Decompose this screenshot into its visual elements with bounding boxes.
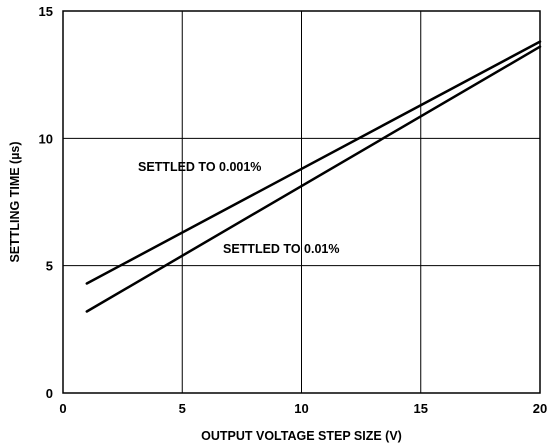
x-tick-label: 10 — [294, 401, 308, 416]
series-label-settled-0-001: SETTLED TO 0.001% — [138, 160, 261, 174]
y-tick-label: 5 — [46, 259, 53, 274]
series-line-1 — [85, 45, 542, 313]
y-axis-title: SETTLING TIME (µs) — [8, 141, 22, 262]
x-tick-label: 15 — [414, 401, 428, 416]
y-tick-labels: 0 5 10 15 — [39, 4, 53, 401]
y-tick-label: 15 — [39, 4, 53, 19]
x-axis-title: OUTPUT VOLTAGE STEP SIZE (V) — [201, 429, 402, 443]
x-tick-label: 20 — [533, 401, 547, 416]
x-tick-label: 5 — [179, 401, 186, 416]
plot-frame — [62, 10, 541, 394]
series-label-settled-0-01: SETTLED TO 0.01% — [223, 242, 339, 256]
y-tick-label: 0 — [46, 386, 53, 401]
series-line-0 — [85, 40, 542, 285]
x-tick-labels: 0 5 10 15 20 — [59, 401, 547, 416]
grid-lines — [63, 11, 540, 393]
y-tick-label: 10 — [39, 131, 53, 146]
series-lines — [85, 40, 542, 313]
x-tick-label: 0 — [59, 401, 66, 416]
